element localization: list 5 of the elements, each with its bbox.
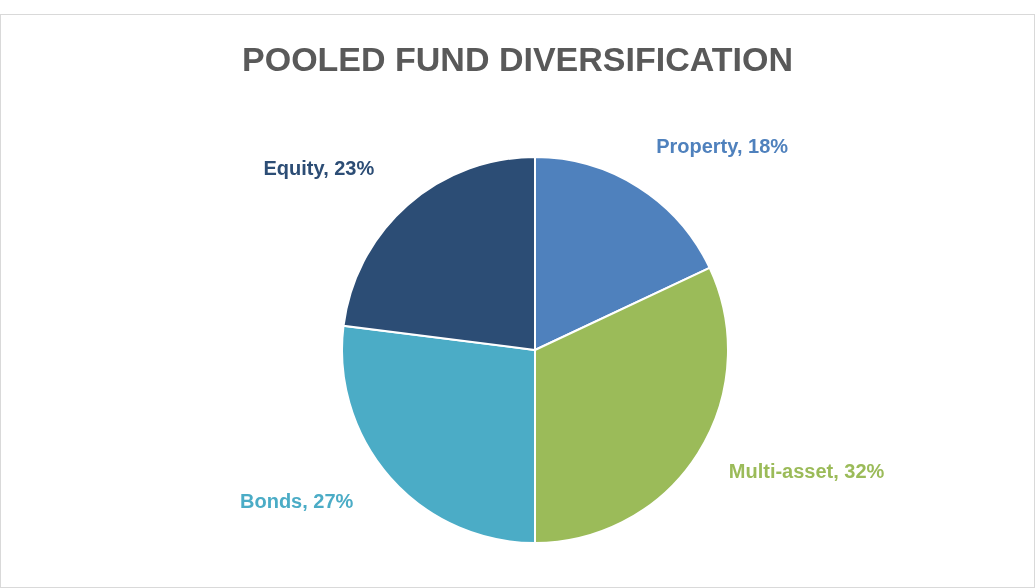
slice-label: Bonds, 27% [240, 489, 354, 512]
slice-label: Multi-asset, 32% [728, 460, 885, 483]
slice-label: Equity, 23% [263, 157, 375, 180]
chart-title: POOLED FUND DIVERSIFICATION [241, 40, 794, 79]
slice-label: Property, 18% [656, 135, 789, 158]
